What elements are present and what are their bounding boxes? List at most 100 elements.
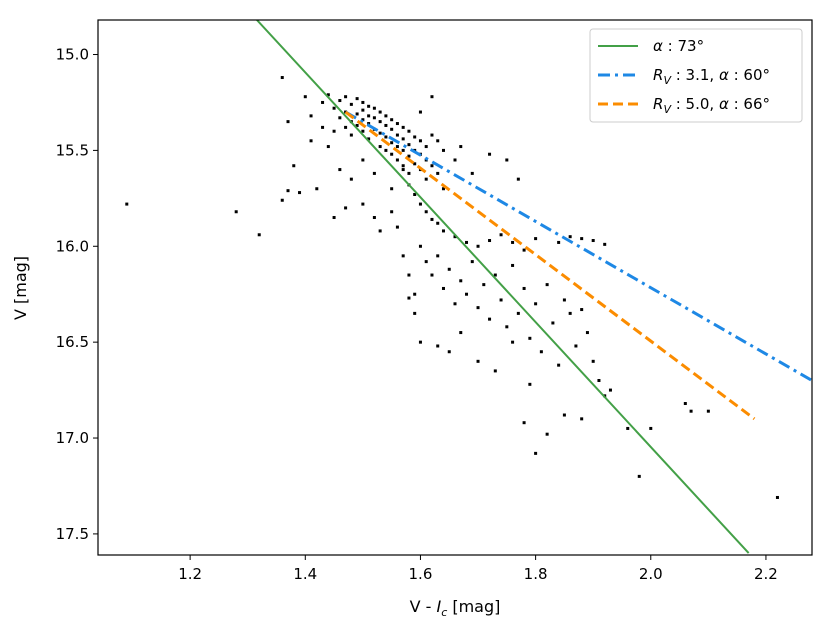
scatter-point (505, 325, 509, 329)
scatter-point (568, 235, 572, 239)
x-tick-label: 1.2 (178, 565, 202, 583)
scatter-point (516, 177, 520, 181)
scatter-point (534, 451, 538, 455)
scatter-point (401, 137, 405, 141)
scatter-point (465, 292, 469, 296)
scatter-point (568, 311, 572, 315)
legend-label-rv50: RV : 5.0, α : 66° (653, 95, 770, 116)
scatter-point (476, 244, 480, 248)
scatter-point (430, 217, 434, 221)
scatter-point (459, 279, 463, 283)
y-tick-label: 17.5 (56, 525, 89, 543)
scatter-point (499, 298, 503, 302)
scatter-point (372, 171, 376, 175)
scatter-point (459, 145, 463, 149)
line-rv50 (344, 110, 756, 421)
scatter-point (384, 135, 388, 139)
y-tick-label: 15.5 (56, 141, 89, 159)
scatter-point (413, 292, 417, 296)
scatter-point (407, 129, 411, 133)
scatter-point (689, 409, 693, 413)
scatter-point (522, 421, 526, 425)
scatter-point (470, 260, 474, 264)
scatter-point (476, 306, 480, 310)
scatter-point (597, 379, 601, 383)
scatter-point (511, 340, 515, 344)
scatter-point (407, 273, 411, 277)
scatter-point (413, 192, 417, 196)
scatter-point (390, 127, 394, 131)
legend: α : 73° RV : 3.1, α : 60° RV : 5.0, α : … (589, 28, 803, 123)
scatter-point (441, 286, 445, 290)
scatter-point (378, 145, 382, 149)
scatter-point (453, 302, 457, 306)
scatter-point (551, 321, 555, 325)
scatter-point (465, 240, 469, 244)
scatter-point (390, 187, 394, 191)
scatter-point (505, 158, 509, 162)
scatter-point (344, 206, 348, 210)
scatter-point (418, 340, 422, 344)
scatter-point (580, 237, 584, 241)
scatter-point (338, 116, 342, 120)
scatter-point (378, 131, 382, 135)
scatter-point (395, 225, 399, 229)
scatter-point (424, 210, 428, 214)
x-axis-label: V - Ic [mag] (410, 597, 501, 619)
scatter-point (418, 202, 422, 206)
scatter-point (545, 283, 549, 287)
y-tick-label: 15.0 (56, 46, 89, 64)
legend-label-rv31: RV : 3.1, α : 60° (653, 66, 770, 87)
scatter-point (321, 100, 325, 104)
scatter-point (234, 210, 238, 214)
scatter-point (580, 417, 584, 421)
scatter-point (401, 148, 405, 152)
legend-box (589, 28, 803, 123)
x-tick-label: 2.2 (754, 565, 778, 583)
scatter-point (511, 263, 515, 267)
x-tick-label: 2.0 (639, 565, 663, 583)
scatter-point (407, 171, 411, 175)
scatter-point (580, 308, 584, 312)
scatter-point (424, 145, 428, 149)
scatter-point (418, 244, 422, 248)
scatter-point (367, 137, 371, 141)
y-tick-label: 16.5 (56, 333, 89, 351)
scatter-point (280, 76, 284, 80)
scatter-point (683, 402, 687, 406)
scatter-point (395, 122, 399, 126)
scatter-point (436, 171, 440, 175)
scatter-point (326, 93, 330, 97)
scatter-point (361, 118, 365, 122)
scatter-point (522, 248, 526, 252)
scatter-point (378, 110, 382, 114)
scatter-point (418, 110, 422, 114)
scatter-point (326, 145, 330, 149)
scatter-point (355, 123, 359, 127)
scatter-point (361, 100, 365, 104)
scatter-point (436, 344, 440, 348)
scatter-point (332, 106, 336, 110)
scatter-point (574, 344, 578, 348)
scatter-point (349, 102, 353, 106)
plot-frame (97, 19, 813, 556)
scatter-point (413, 162, 417, 166)
scatter-point (390, 118, 394, 122)
x-tick-label: 1.8 (524, 565, 548, 583)
scatter-point (436, 139, 440, 143)
scatter-point (367, 122, 371, 126)
scatter-point (390, 141, 394, 145)
scatter-point (384, 114, 388, 118)
scatter-point (476, 359, 480, 363)
scatter-point (361, 108, 365, 112)
scatter-point (608, 388, 612, 392)
scatter-point (562, 413, 566, 417)
scatter-point (436, 221, 440, 225)
scatter-point (384, 123, 388, 127)
scatter-point (522, 286, 526, 290)
scatter-point (557, 240, 561, 244)
scatter-point (390, 210, 394, 214)
scatter-point (407, 154, 411, 158)
scatter-point (511, 240, 515, 244)
scatter-point (459, 331, 463, 335)
